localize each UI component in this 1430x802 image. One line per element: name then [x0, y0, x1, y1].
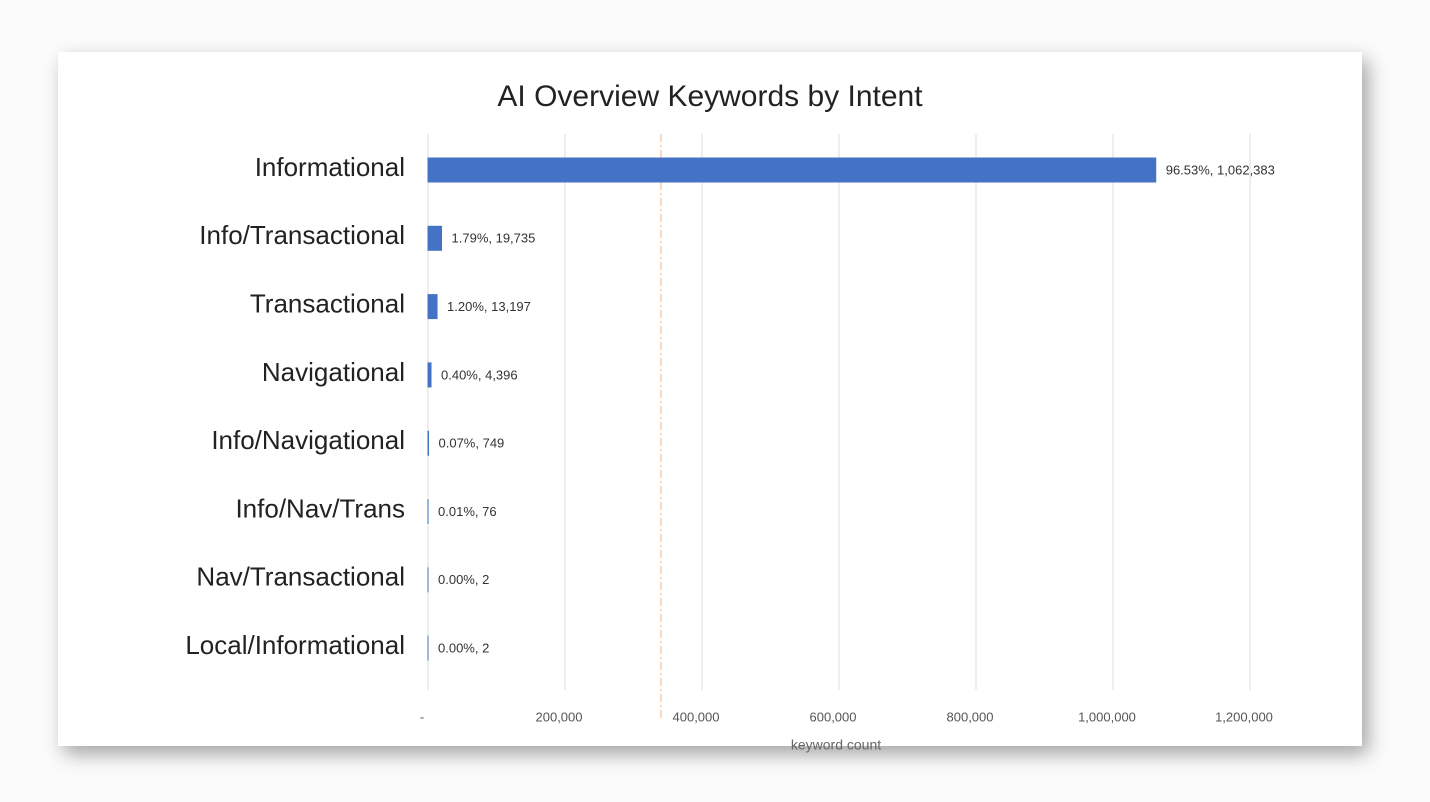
y-tick-label: Navigational — [262, 357, 405, 387]
y-tick-label: Informational — [255, 152, 405, 182]
x-tick-label: - — [420, 709, 424, 724]
data-label: 96.53%, 1,062,383 — [1166, 162, 1275, 177]
x-tick-label: 800,000 — [947, 709, 994, 724]
y-tick-label: Transactional — [250, 288, 405, 318]
bar — [427, 225, 443, 251]
x-tick-label: 1,000,000 — [1078, 709, 1136, 724]
x-tick-label: 600,000 — [810, 709, 857, 724]
bar — [427, 157, 1157, 183]
x-axis-label: keyword count — [791, 737, 881, 753]
y-tick-label: Local/Informational — [185, 630, 405, 660]
bar — [427, 362, 432, 388]
bar — [427, 430, 430, 456]
y-tick-label: Info/Navigational — [211, 425, 405, 455]
data-label: 0.07%, 749 — [439, 436, 505, 451]
data-label: 0.00%, 2 — [438, 572, 489, 587]
y-tick-label: Info/Transactional — [199, 220, 405, 250]
x-tick-label: 200,000 — [536, 709, 583, 724]
data-label: 1.79%, 19,735 — [452, 231, 536, 246]
y-tick-label: Info/Nav/Trans — [235, 493, 405, 523]
chart-title: AI Overview Keywords by Intent — [497, 80, 923, 113]
data-label: 0.40%, 4,396 — [441, 367, 518, 382]
bar — [427, 294, 438, 320]
data-label: 0.00%, 2 — [438, 641, 489, 656]
x-tick-label: 1,200,000 — [1215, 709, 1273, 724]
data-label: 0.01%, 76 — [438, 504, 497, 519]
x-tick-label: 400,000 — [673, 709, 720, 724]
y-tick-label: Nav/Transactional — [196, 562, 405, 592]
data-label: 1.20%, 13,197 — [447, 299, 531, 314]
